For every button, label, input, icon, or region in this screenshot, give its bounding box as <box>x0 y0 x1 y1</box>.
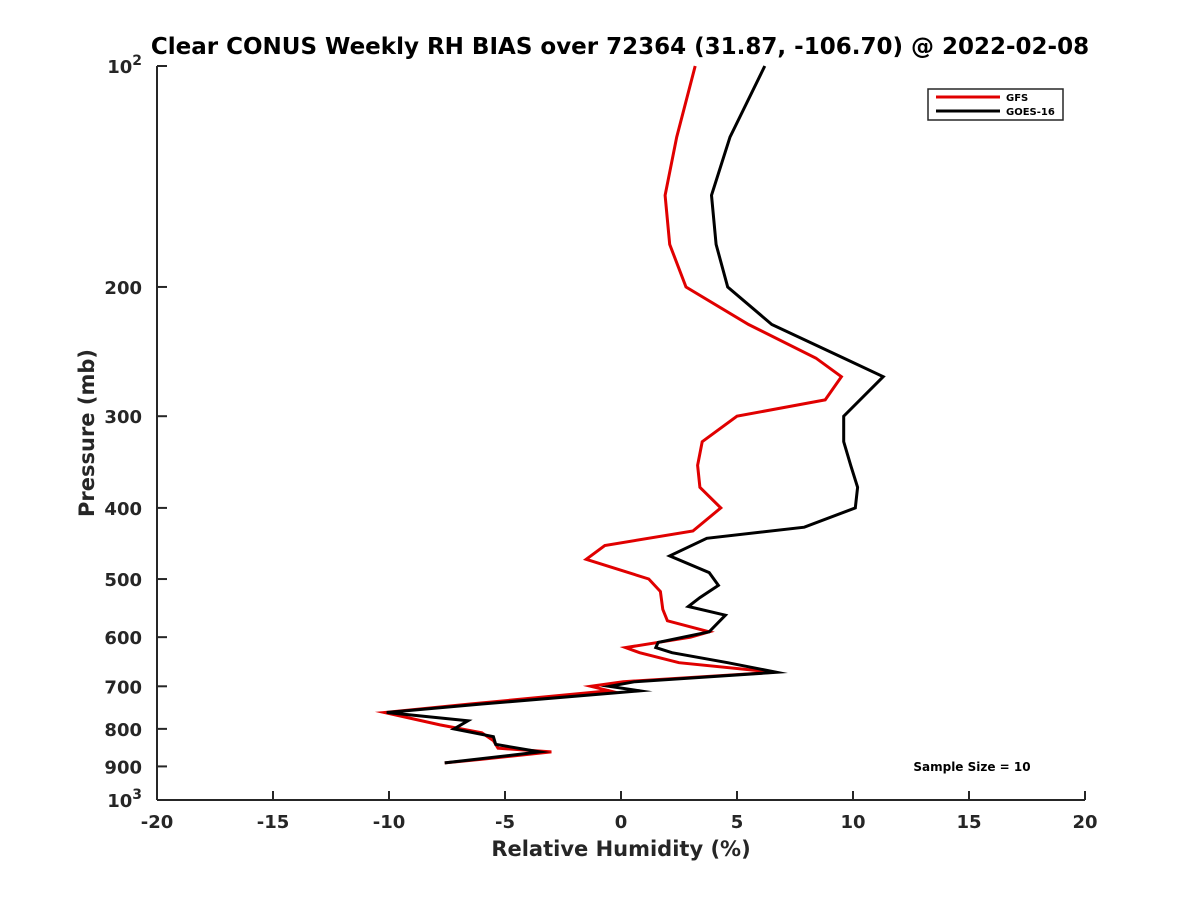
y-tick-label: 700 <box>104 677 142 698</box>
y-tick-label-base: 500 <box>104 570 142 591</box>
y-tick-label-exponent: 2 <box>132 53 142 69</box>
y-tick-label: 600 <box>104 628 142 649</box>
sample-size-annotation: Sample Size = 10 <box>913 760 1030 774</box>
x-tick-label: -15 <box>257 812 290 833</box>
y-tick-label: 500 <box>104 570 142 591</box>
x-tick-label: 0 <box>615 812 628 833</box>
y-tick-label: 400 <box>104 499 142 520</box>
legend-box <box>927 88 1064 121</box>
x-tick-label: -5 <box>495 812 515 833</box>
x-tick-label: -10 <box>373 812 406 833</box>
legend-entry: GOES-16 <box>1006 107 1055 118</box>
x-tick-label: -20 <box>141 812 174 833</box>
y-tick-label-exponent: 3 <box>132 787 142 803</box>
y-tick-label-base: 800 <box>104 720 142 741</box>
chart-title: Clear CONUS Weekly RH BIAS over 72364 (3… <box>151 34 1089 60</box>
y-tick-label-base: 300 <box>104 407 142 428</box>
y-tick-label-base: 700 <box>104 677 142 698</box>
y-axis-label: Pressure (mb) <box>75 349 99 517</box>
legend-entry: GFS <box>1006 93 1028 104</box>
y-tick-label: 103 <box>107 787 142 812</box>
x-tick-label: 10 <box>840 812 865 833</box>
y-tick-label-base: 900 <box>104 757 142 778</box>
y-tick-label-base: 10 <box>107 57 132 78</box>
series-line-goes-16 <box>386 65 886 765</box>
y-tick-label-base: 600 <box>104 628 142 649</box>
y-tick-label-base: 400 <box>104 499 142 520</box>
x-tick-label: 5 <box>731 812 744 833</box>
x-tick-label: 15 <box>956 812 981 833</box>
series-line-gfs <box>374 65 844 765</box>
y-tick-label: 800 <box>104 720 142 741</box>
y-tick-label: 102 <box>107 53 142 78</box>
y-tick-label-base: 10 <box>107 791 132 812</box>
y-tick-label: 900 <box>104 757 142 778</box>
y-tick-label: 300 <box>104 407 142 428</box>
x-tick-label: 20 <box>1072 812 1097 833</box>
y-tick-label: 200 <box>104 278 142 299</box>
x-axis-label: Relative Humidity (%) <box>491 837 750 861</box>
y-tick-label-base: 200 <box>104 278 142 299</box>
